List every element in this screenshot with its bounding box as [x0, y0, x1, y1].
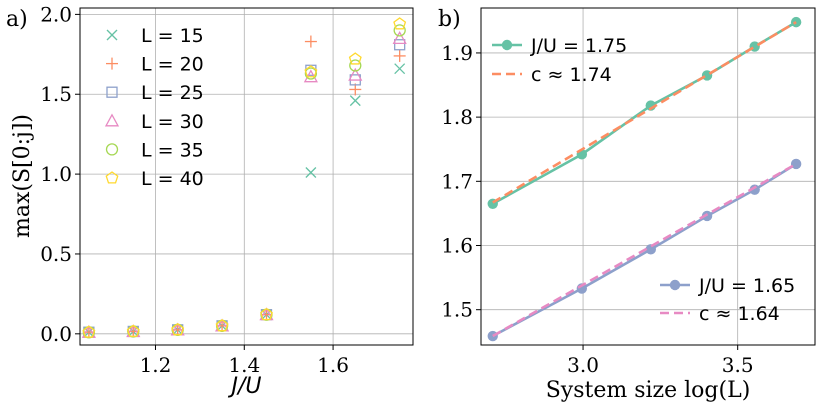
panel-b-data-line-j-u-1-65	[492, 162, 797, 338]
panel-a-legend-label: L = 15	[141, 25, 204, 47]
panel-a-legend-marker-l-25	[106, 86, 118, 98]
panel-a-point-l-35-7	[393, 24, 406, 37]
panel-a-point-l-40-5	[304, 65, 318, 78]
panel-a-point-l-40-6	[348, 52, 362, 65]
panel-a-grid	[80, 8, 413, 345]
panel-a-frame	[79, 7, 414, 346]
panel-b-fit-line-c-1-74	[492, 21, 797, 204]
panel-b-point-j-u-1-65-0	[487, 330, 498, 342]
panel-a-point-l-40-1	[126, 324, 140, 337]
panel-b-grid	[481, 8, 815, 345]
panel-a-point-l-30-7	[392, 30, 407, 44]
panel-a-ytick-label: 1.5	[40, 82, 72, 106]
panel-b-ticks: 3.0 3.5 1.5 1.6 1.7 1.8 1.9	[441, 41, 753, 377]
panel-a-point-l-20-5	[304, 35, 317, 48]
panel-b-label: b)	[438, 7, 461, 32]
panel-a-legend-label: L = 35	[141, 139, 204, 161]
panel-b-ytick-label: 1.9	[441, 41, 473, 65]
panel-a-legend-marker-l-20	[106, 57, 118, 70]
panel-b-legend-label: c ≈ 1.74	[531, 64, 612, 86]
panel-b-series-j-u-1-65	[487, 158, 802, 342]
panel-b-ytick-label: 1.6	[441, 234, 473, 258]
panel-b-lines	[487, 16, 802, 342]
panel-b-legend-label: c ≈ 1.64	[699, 303, 780, 325]
panel-b-series-c-1-64	[492, 162, 797, 338]
panel-a-label: a)	[6, 7, 28, 32]
panel-b-ytick-label: 1.8	[441, 105, 473, 129]
panel-a-ytick-label: 0.0	[40, 322, 72, 346]
panel-a-xtick-label: 1.4	[228, 353, 260, 377]
panel-a-xlabel: J/U	[227, 374, 261, 399]
panel-a-legend-marker-l-40	[105, 171, 119, 184]
panel-b-legend: J/U = 1.75 c ≈ 1.74 J/U = 1.65 c ≈ 1.64	[492, 35, 795, 325]
panel-a-points	[81, 17, 407, 339]
panel-a-point-l-40-2	[171, 323, 185, 336]
panel-a: a) 1.2 1.4 1.6 0.0 0.5 1.0 1.5 2.0 L = 15 L = 20…	[6, 2, 414, 399]
panel-a-ticks: 1.2 1.4 1.6 0.0 0.5 1.0 1.5 2.0	[40, 2, 349, 377]
panel-a-point-l-35-6	[349, 59, 362, 72]
panel-a-point-l-40-3	[215, 319, 229, 332]
panel-a-legend-label: L = 30	[141, 111, 204, 133]
panel-b-fit-line-c-1-64	[492, 162, 797, 338]
panel-b-legend-label: J/U = 1.65	[698, 275, 795, 297]
panel-b-point-j-u-1-65-4	[749, 184, 760, 195]
panel-a-ytick-label: 0.5	[40, 242, 72, 266]
panel-a-legend-label: L = 40	[141, 168, 204, 190]
panel-b-point-j-u-1-65-5	[790, 158, 802, 170]
panel-a-point-l-20-7	[393, 49, 406, 62]
panel-a-legend-label: L = 25	[141, 82, 204, 104]
panel-a-legend-label: L = 20	[141, 54, 204, 76]
panel-b: b) 3.0 3.5 1.5 1.6 1.7 1.8 1.9 J/U = 1.75 c ≈ 1…	[438, 7, 816, 403]
panel-b-legend-marker-j-u-1-65	[669, 279, 681, 291]
panel-b-frame	[480, 7, 816, 346]
panel-a-point-l-40-7	[393, 17, 407, 30]
panel-b-ytick-label: 1.7	[441, 169, 473, 193]
panel-b-ytick-label: 1.5	[441, 298, 473, 322]
panel-a-legend-marker-l-30	[104, 113, 120, 127]
panel-b-series-c-1-74	[492, 21, 797, 204]
panel-b-legend-marker-j-u-1-75	[501, 39, 513, 51]
panel-a-legend-marker-l-35	[105, 143, 119, 156]
panel-a-xtick-label: 1.6	[317, 353, 349, 377]
panel-a-series-l-40	[82, 17, 407, 338]
panel-b-point-j-u-1-65-2	[645, 244, 656, 255]
panel-b-xtick-label: 3.5	[722, 353, 754, 377]
panel-a-xtick-label: 1.2	[140, 353, 172, 377]
panel-b-xtick-label: 3.0	[567, 353, 599, 377]
panel-b-xlabel: System size log(L)	[546, 378, 751, 403]
panel-a-point-l-40-0	[82, 325, 96, 338]
panel-b-legend-label: J/U = 1.75	[530, 35, 627, 57]
panel-a-ytick-label: 2.0	[40, 2, 72, 26]
panel-a-ytick-label: 1.0	[40, 162, 72, 186]
panel-a-point-l-15-7	[394, 63, 406, 75]
panel-a-point-l-15-6	[349, 95, 361, 107]
panel-a-ylabel: max(S[0:j])	[10, 114, 35, 238]
panel-a-point-l-30-6	[348, 67, 363, 81]
panel-a-point-l-25-7	[394, 39, 406, 51]
panel-a-legend-marker-l-15	[106, 29, 118, 41]
panel-a-point-l-15-5	[305, 167, 317, 178]
panel-a-point-l-35-5	[304, 67, 318, 80]
panel-a-legend: L = 15 L = 20 L = 25 L = 30 L = 35 L = 40	[104, 25, 204, 190]
panel-a-point-l-40-4	[260, 307, 273, 321]
